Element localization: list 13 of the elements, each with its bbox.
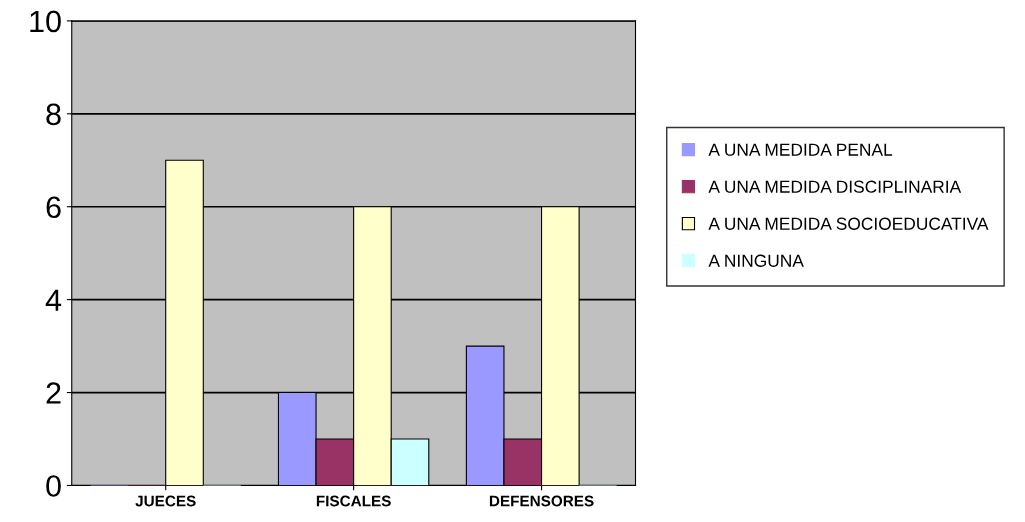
y-tick-label: 0 [46,475,61,497]
x-tick-label: FISCALES [316,495,391,507]
y-tick-label: 8 [46,103,61,126]
legend-label: A UNA MEDIDA PENAL [708,143,893,156]
legend-label: A UNA MEDIDA DISCIPLINARIA [708,180,962,193]
y-tick-label: 10 [30,10,61,33]
x-tick-label: DEFENSORES [489,495,594,507]
y-tick-label: 6 [46,196,61,219]
y-tick-label: 2 [46,382,61,404]
legend-label: A NINGUNA [708,254,804,267]
legend-label: A UNA MEDIDA SOCIOEDUCATIVA [708,217,989,230]
y-tick-label: 4 [45,289,62,311]
x-tick-label: JUECES [135,495,196,507]
